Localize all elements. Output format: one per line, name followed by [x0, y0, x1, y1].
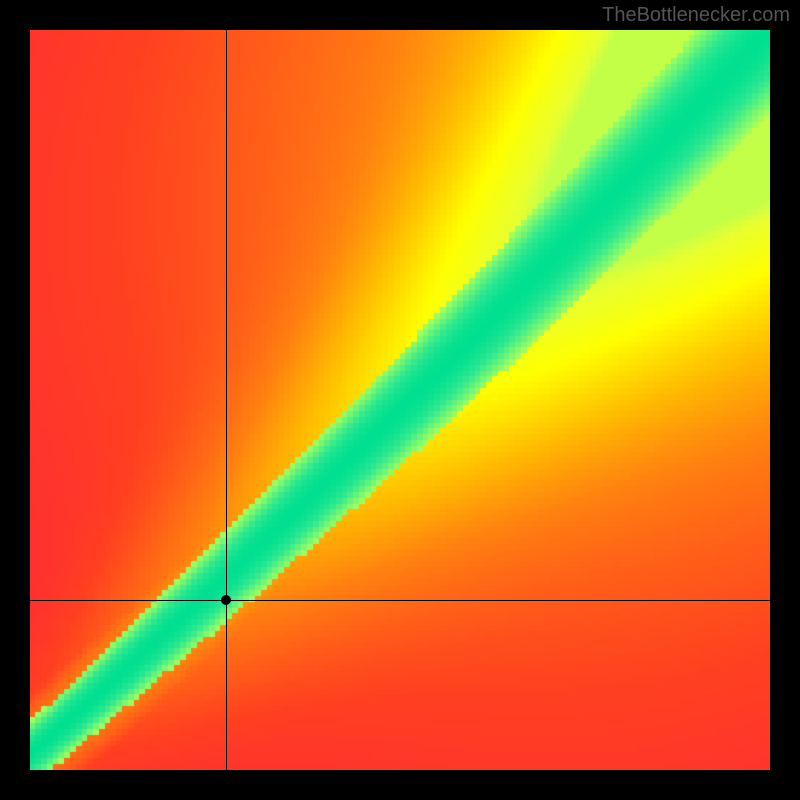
crosshair-horizontal: [30, 600, 770, 601]
crosshair-vertical: [226, 30, 227, 770]
crosshair-marker: [221, 595, 231, 605]
heatmap-canvas: [30, 30, 770, 770]
plot-area: [30, 30, 770, 770]
watermark-text: TheBottlenecker.com: [602, 4, 790, 27]
chart-container: TheBottlenecker.com: [0, 0, 800, 800]
